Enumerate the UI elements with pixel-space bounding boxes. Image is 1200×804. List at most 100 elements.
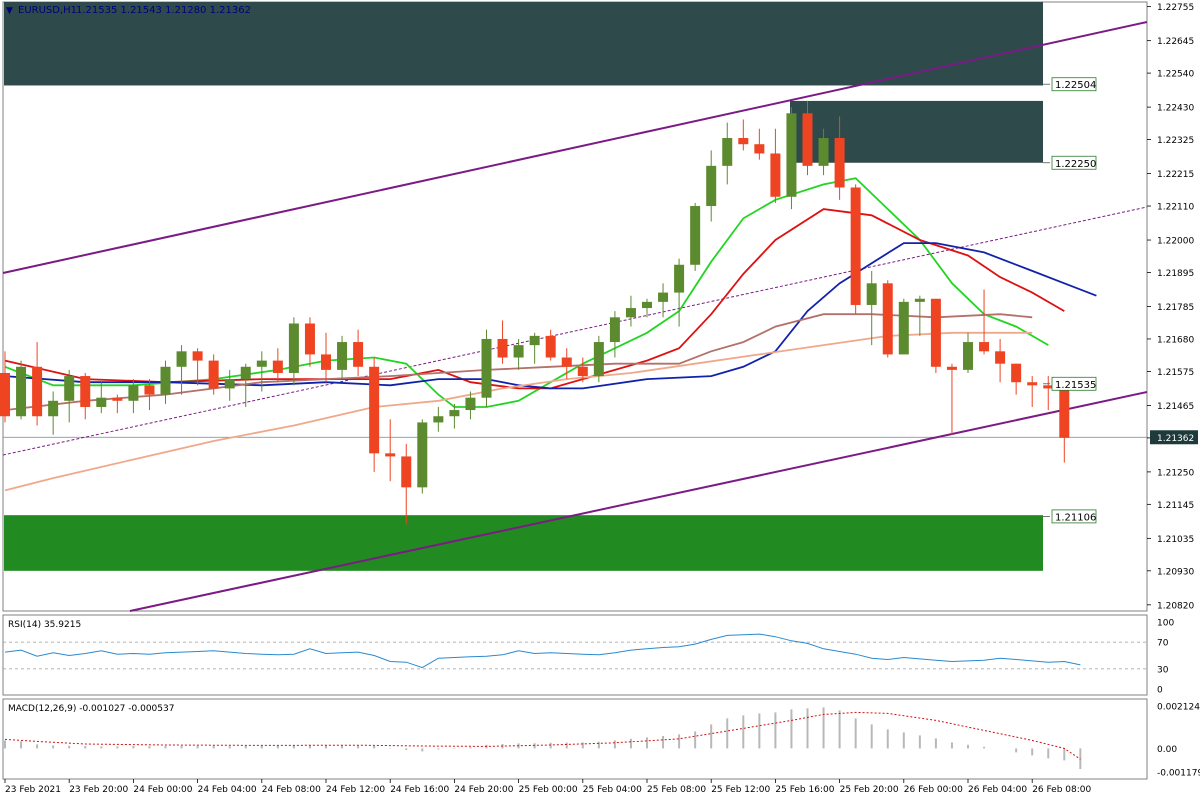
y-tick-label: 1.22430: [1157, 104, 1194, 114]
candle-body: [625, 308, 636, 318]
candle-body: [593, 342, 604, 377]
candle-body: [176, 351, 187, 367]
rsi-line: [4, 633, 1081, 669]
rsi-panel: [3, 633, 1147, 670]
candle-body: [979, 342, 990, 352]
candle-body: [449, 410, 460, 417]
candle-body: [385, 453, 396, 457]
candle-body: [433, 416, 444, 423]
y-tick-label: 1.21895: [1157, 269, 1194, 279]
candle-body: [577, 366, 588, 377]
candle-body: [930, 298, 941, 367]
candle-body: [995, 351, 1006, 364]
candle-body: [786, 113, 797, 197]
candle-body: [850, 187, 861, 305]
rsi-tick-label: 30: [1157, 665, 1169, 675]
candle-body: [32, 366, 43, 417]
rsi-title: RSI(14) 35.9215: [8, 620, 81, 630]
y-tick-label: 1.20930: [1157, 567, 1194, 577]
candle-body: [16, 366, 27, 417]
candle-body: [288, 323, 299, 373]
candle-body: [963, 342, 973, 370]
candle-body: [1043, 385, 1054, 389]
candle-body: [754, 144, 765, 154]
dropdown-triangle-icon[interactable]: ▼: [6, 6, 13, 16]
candle-body: [866, 283, 877, 305]
candle-body: [738, 138, 749, 145]
level-label: 1.21106: [1055, 512, 1096, 523]
x-tick-label: 24 Feb 20:00: [454, 785, 513, 795]
x-tick-label: 25 Feb 04:00: [583, 785, 642, 795]
macd-signal-line: [4, 711, 1081, 760]
candle-body: [1027, 382, 1038, 386]
x-tick-label: 23 Feb 20:00: [69, 785, 128, 795]
candle-body: [690, 206, 701, 265]
candle-body: [722, 138, 733, 166]
candle-body: [64, 376, 75, 401]
level-tag: [1051, 376, 1097, 391]
candle-body: [48, 400, 59, 417]
x-tick-label: 24 Feb 08:00: [262, 785, 321, 795]
price-panel: 1.22504 1.22250 1.21535 1.21106: [0, 2, 1148, 612]
rsi-tick-label: 70: [1157, 639, 1169, 649]
candle-body: [272, 360, 283, 373]
level-label: 1.21535: [1055, 380, 1096, 391]
candle-body: [561, 357, 572, 367]
candle-body: [208, 360, 219, 389]
x-tick-label: 24 Feb 04:00: [198, 785, 257, 795]
candle-body: [898, 301, 909, 355]
channel-upper-line: [2, 21, 1148, 274]
candle-body: [770, 153, 781, 197]
x-tick-label: 23 Feb 2021: [5, 785, 61, 795]
candle-body: [802, 113, 813, 166]
candle-body: [353, 342, 364, 367]
candle-body: [481, 338, 492, 398]
level-tag: [1051, 77, 1097, 92]
y-tick-label: 1.20820: [1157, 601, 1194, 611]
candle-body: [401, 456, 412, 488]
x-tick-label: 24 Feb 00:00: [133, 785, 192, 795]
macd-panel-frame: [2, 698, 1148, 780]
rsi-tick-label: 100: [1157, 619, 1174, 629]
ohlc-label: 1.21535 1.21543 1.21280 1.21362: [76, 5, 251, 16]
y-tick-label: 1.21680: [1157, 335, 1194, 345]
level-label: 1.22250: [1055, 159, 1096, 170]
candle-body: [497, 338, 508, 358]
level-label: 1.22504: [1055, 80, 1096, 91]
candle-body: [192, 351, 203, 361]
y-tick-label: 1.22325: [1157, 136, 1194, 146]
macd-tick-label: 0.00: [1157, 745, 1177, 755]
candle-body: [337, 342, 348, 370]
price-zone: [4, 2, 1043, 86]
candle-body: [240, 366, 251, 380]
y-tick-label: 1.21575: [1157, 368, 1194, 378]
x-tick-label: 25 Feb 00:00: [519, 785, 578, 795]
y-tick-label: 1.22000: [1157, 237, 1194, 247]
price-zone: [790, 100, 1043, 163]
candle-body: [946, 366, 957, 370]
price-zone: [4, 515, 1043, 571]
y-tick-label: 1.22645: [1157, 37, 1194, 47]
y-tick-label: 1.21035: [1157, 535, 1194, 545]
macd-tick-label: -0.001179: [1157, 768, 1200, 778]
candle-body: [224, 379, 235, 389]
candle-body: [818, 138, 829, 166]
candle-body: [128, 385, 139, 401]
x-tick-label: 25 Feb 16:00: [775, 785, 834, 795]
candle-body: [658, 292, 669, 302]
candle-body: [882, 283, 893, 355]
y-tick-label: 1.22540: [1157, 70, 1194, 80]
x-tick-label: 24 Feb 16:00: [390, 785, 449, 795]
candle-body: [144, 385, 155, 395]
y-tick-label: 1.22110: [1157, 203, 1194, 213]
y-tick-label: 1.22755: [1157, 3, 1194, 13]
candle-body: [417, 422, 428, 488]
candle-body: [369, 366, 380, 454]
macd-tick-label: 0.002124: [1157, 702, 1200, 712]
y-tick-label: 1.21785: [1157, 303, 1194, 313]
macd-title: MACD(12,26,9) -0.001027 -0.000537: [8, 704, 174, 714]
candle-body: [674, 264, 685, 293]
axes: 1.22755 1.22645 1.22540 1.22430 1.22325 1.222…: [4, 3, 1200, 795]
